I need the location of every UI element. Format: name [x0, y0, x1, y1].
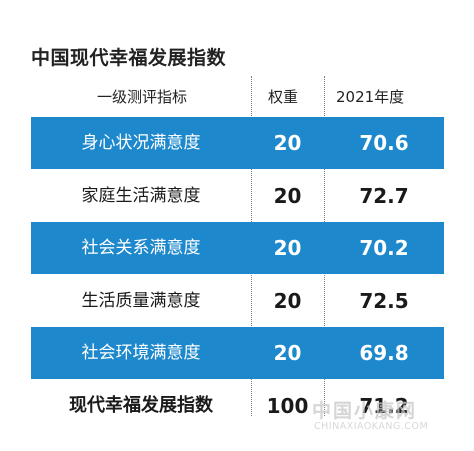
page-title: 中国现代幸福发展指数 — [31, 47, 227, 69]
indicator-name: 社会关系满意度 — [81, 238, 201, 258]
watermark-logo: 中国小康网 — [312, 400, 418, 422]
indicator-name: 身心状况满意度 — [81, 133, 201, 153]
weight-value: 20 — [273, 131, 302, 155]
indicator-name: 现代幸福发展指数 — [69, 394, 213, 416]
column-header-weight: 权重 — [268, 88, 299, 106]
table-row: 身心状况满意度 20 70.6 — [31, 117, 444, 169]
table-row: 社会关系满意度 20 70.2 — [31, 222, 444, 274]
score-value: 72.7 — [359, 183, 409, 208]
weight-value: 20 — [273, 236, 302, 260]
table-row-total: 现代幸福发展指数 100 71.2 — [31, 380, 444, 432]
score-value: 69.8 — [359, 341, 409, 365]
weight-value: 20 — [273, 341, 302, 365]
score-value: 72.5 — [359, 288, 409, 313]
watermark-url: CHINAXIAOKANG.COM — [314, 421, 429, 432]
column-header-indicator: 一级测评指标 — [97, 88, 188, 106]
table-row: 社会环境满意度 20 69.8 — [31, 327, 444, 379]
indicator-name: 社会环境满意度 — [81, 343, 201, 363]
score-value: 70.2 — [359, 236, 409, 260]
score-value: 70.6 — [359, 131, 409, 155]
table-row: 生活质量满意度 20 72.5 — [31, 275, 444, 327]
weight-value: 100 — [266, 393, 309, 418]
column-header-year: 2021年度 — [336, 88, 405, 106]
indicator-name: 生活质量满意度 — [81, 290, 201, 311]
weight-value: 20 — [273, 288, 302, 313]
score-value: 71.2 — [359, 393, 409, 418]
weight-value: 20 — [273, 183, 302, 208]
table-row: 家庭生活满意度 20 72.7 — [31, 170, 444, 222]
indicator-name: 家庭生活满意度 — [81, 185, 201, 206]
